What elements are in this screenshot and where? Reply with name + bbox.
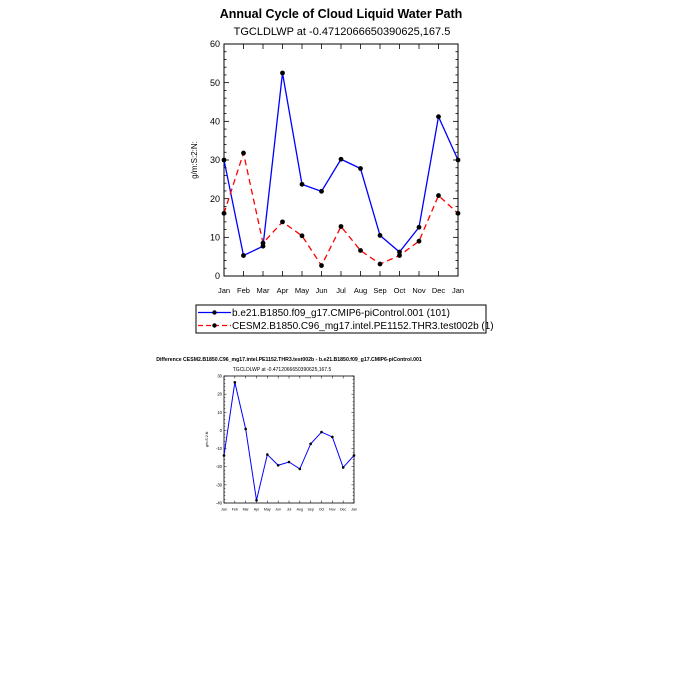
data-point	[255, 498, 258, 502]
y-tick-label: 10	[217, 410, 222, 415]
legend-box	[195, 304, 487, 334]
y-tick-label: 0	[215, 271, 220, 281]
data-point	[416, 224, 422, 230]
x-tick-label: Jun	[315, 286, 327, 295]
difference-panel: Difference CESM2.B1850.C96_mg17.intel.PE…	[156, 357, 422, 512]
data-point	[280, 219, 285, 225]
data-point	[416, 238, 422, 244]
data-point	[455, 210, 461, 216]
y-tick-label: 30	[217, 373, 222, 378]
data-point	[397, 253, 402, 258]
y-tick-label: 10	[210, 232, 220, 242]
difference-subtitle: TGCLDLWP at -0.4712066650390625,167.5	[233, 367, 332, 373]
x-tick-label: Nov	[412, 286, 426, 295]
data-point	[352, 454, 356, 457]
x-tick-label: Oct	[394, 286, 407, 295]
data-point	[241, 150, 246, 156]
y-tick-label: 20	[210, 194, 220, 204]
series-line-1	[223, 382, 355, 501]
x-tick-label: Jan	[218, 286, 230, 295]
data-point	[280, 70, 285, 76]
data-point	[338, 156, 344, 162]
x-tick-label: Dec	[340, 508, 347, 512]
data-point	[377, 233, 383, 238]
difference-plot-frame	[223, 375, 355, 504]
annual-cycle-panel: Annual Cycle of Cloud Liquid Water Path …	[190, 7, 494, 334]
x-tick-label: Feb	[232, 508, 238, 512]
data-point	[319, 263, 324, 268]
data-point	[320, 430, 323, 434]
x-tick-label: Nov	[329, 508, 336, 512]
data-point	[436, 193, 441, 198]
difference-y-axis-label: g/m:S:2:N:	[205, 431, 209, 448]
y-tick-label: 40	[210, 116, 220, 126]
x-tick-label: May	[295, 286, 309, 295]
y-tick-label: -40	[216, 500, 223, 505]
x-tick-label: Aug	[297, 508, 303, 512]
data-point	[331, 435, 334, 439]
x-tick-label: Jun	[275, 508, 281, 512]
x-tick-label: Jan	[221, 508, 227, 512]
data-point	[287, 460, 291, 464]
data-point	[260, 240, 266, 246]
data-point	[436, 114, 441, 120]
data-point	[455, 157, 461, 163]
legend: b.e21.B1850.f09_g17.CMIP6-piControl.001 …	[195, 304, 494, 334]
x-tick-label: Sep	[307, 508, 313, 512]
y-tick-label: 60	[210, 39, 220, 49]
data-point	[298, 467, 302, 471]
data-point	[338, 224, 344, 229]
x-tick-label: Apr	[254, 508, 260, 512]
data-point	[241, 253, 246, 258]
data-point	[377, 261, 383, 267]
y-tick-label: 20	[217, 392, 222, 397]
data-point	[233, 381, 237, 384]
y-tick-label: -20	[216, 464, 223, 469]
y-tick-label: 30	[210, 155, 220, 165]
y-axis-label: g/m:S:2:N:	[190, 141, 199, 179]
x-tick-label: Jan	[452, 286, 464, 295]
x-tick-label: Mar	[243, 508, 250, 512]
data-point	[358, 248, 363, 253]
x-tick-label: Apr	[277, 286, 289, 295]
data-point	[244, 427, 247, 431]
data-point	[341, 466, 345, 469]
data-point	[222, 454, 226, 457]
chart-title: Annual Cycle of Cloud Liquid Water Path	[220, 7, 463, 21]
x-tick-label: Feb	[237, 286, 250, 295]
difference-title: Difference CESM2.B1850.C96_mg17.intel.PE…	[156, 357, 422, 363]
data-point	[276, 463, 280, 467]
chart-subtitle: TGCLDLWP at -0.4712066650390625,167.5	[234, 26, 451, 38]
data-point	[358, 166, 363, 171]
x-tick-label: Jul	[287, 508, 292, 512]
x-tick-label: Dec	[432, 286, 446, 295]
data-point	[397, 249, 402, 255]
data-point	[221, 210, 227, 216]
data-point	[266, 453, 269, 456]
x-tick-label: Oct	[319, 508, 325, 512]
x-tick-label: May	[264, 508, 271, 512]
x-tick-label: Sep	[373, 286, 386, 295]
data-point	[299, 181, 305, 187]
y-tick-label: 0	[220, 428, 223, 433]
legend-marker-series-2	[212, 323, 217, 328]
legend-label-series-2: CESM2.B1850.C96_mg17.intel.PE1152.THR3.t…	[232, 321, 494, 332]
x-tick-label: Mar	[257, 286, 270, 295]
legend-label-series-1: b.e21.B1850.f09_g17.CMIP6-piControl.001 …	[232, 308, 450, 319]
y-tick-label: -10	[216, 446, 223, 451]
data-point	[309, 442, 312, 446]
data-point	[299, 233, 305, 239]
y-tick-label: 50	[210, 78, 220, 88]
x-tick-label: Jan	[351, 508, 357, 512]
legend-marker-series-1	[212, 310, 217, 315]
x-tick-label: Aug	[354, 286, 367, 295]
data-point	[221, 157, 227, 163]
y-tick-label: -30	[216, 482, 223, 487]
x-tick-label: Jul	[336, 286, 346, 295]
data-point	[319, 188, 324, 194]
